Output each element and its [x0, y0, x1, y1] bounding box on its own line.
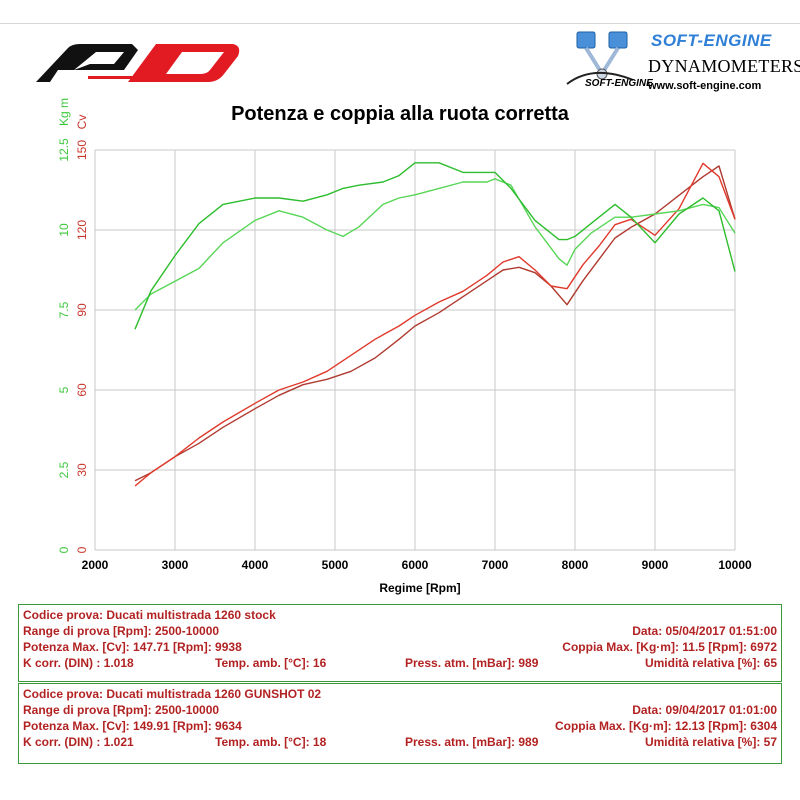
- dyno-chart: 2000 3000 4000 5000 6000 7000 8000 9000 10000 0 30…: [57, 98, 752, 595]
- y-axis-label-power: Cv: [75, 115, 89, 130]
- y-tick-label-power: 150: [75, 140, 89, 160]
- y-tick-label-torque: 5: [57, 386, 71, 393]
- power-curve-stock: [134, 165, 736, 482]
- x-axis-label: Regime [Rpm]: [379, 581, 460, 595]
- softengine-dynamometers: DYNAMOMETERS: [648, 56, 800, 76]
- test-code-line: Codice prova: Ducati multistrada 1260 st…: [23, 607, 777, 623]
- test-conditions-line: K corr. (DIN) : 1.018 Temp. amb. [°C]: 1…: [23, 655, 777, 671]
- test-info-stock: Codice prova: Ducati multistrada 1260 st…: [18, 604, 782, 682]
- softengine-website: www.soft-engine.com: [648, 80, 762, 92]
- test-date: Data: 05/04/2017 01:51:00: [632, 624, 777, 638]
- y-tick-label-torque: 7.5: [57, 301, 71, 318]
- test-power-max: Potenza Max. [Cv]: 149.91 [Rpm]: 9634: [23, 719, 242, 733]
- test-conditions-line: K corr. (DIN) : 1.021 Temp. amb. [°C]: 1…: [23, 734, 777, 750]
- test-range-line: Range di prova [Rpm]: 2500-10000 Data: 0…: [23, 623, 777, 639]
- test-power-max: Potenza Max. [Cv]: 147.71 [Rpm]: 9938: [23, 640, 242, 654]
- qd-exhaust-logo: [36, 44, 240, 82]
- test-code-line: Codice prova: Ducati multistrada 1260 GU…: [23, 686, 777, 702]
- test-torque-max: Coppia Max. [Kg·m]: 12.13 [Rpm]: 6304: [554, 719, 777, 733]
- x-tick-label: 8000: [562, 558, 589, 572]
- test-humidity: Umidità relativa [%]: 57: [644, 735, 777, 749]
- test-temperature: Temp. amb. [°C]: 18: [215, 735, 327, 749]
- softengine-logo: SOFT-ENGINE SOFT-ENGINE DYNAMOMETERS www…: [555, 28, 800, 98]
- test-code: Codice prova: Ducati multistrada 1260 st…: [23, 608, 276, 622]
- x-tick-label: 2000: [82, 558, 109, 572]
- top-divider: [0, 23, 800, 24]
- test-date: Data: 09/04/2017 01:01:00: [632, 703, 777, 717]
- test-kcorr: K corr. (DIN) : 1.021: [23, 735, 134, 749]
- x-tick-label: 5000: [322, 558, 349, 572]
- y-tick-label-power: 0: [75, 546, 89, 553]
- test-humidity: Umidità relativa [%]: 65: [644, 656, 777, 670]
- test-code: Codice prova: Ducati multistrada 1260 GU…: [23, 687, 322, 701]
- chart-title: Potenza e coppia alla ruota corretta: [231, 103, 569, 125]
- softengine-script: SOFT-ENGINE: [585, 78, 653, 89]
- test-info-gunshot: Codice prova: Ducati multistrada 1260 GU…: [18, 683, 782, 764]
- y-tick-label-power: 90: [75, 303, 89, 317]
- y-tick-label-power: 30: [75, 463, 89, 477]
- x-tick-label: 3000: [162, 558, 189, 572]
- softengine-brand: SOFT-ENGINE: [651, 31, 772, 50]
- test-range: Range di prova [Rpm]: 2500-10000: [23, 703, 220, 717]
- y-tick-label-torque: 12.5: [57, 138, 71, 162]
- y-tick-label-power: 60: [75, 383, 89, 397]
- test-max-line: Potenza Max. [Cv]: 147.71 [Rpm]: 9938 Co…: [23, 639, 777, 655]
- x-tick-label: 4000: [242, 558, 269, 572]
- test-max-line: Potenza Max. [Cv]: 149.91 [Rpm]: 9634 Co…: [23, 718, 777, 734]
- test-temperature: Temp. amb. [°C]: 16: [215, 656, 327, 670]
- y-tick-label-torque: 0: [57, 546, 71, 553]
- x-tick-label: 9000: [642, 558, 669, 572]
- x-tick-label: 6000: [402, 558, 429, 572]
- test-torque-max: Coppia Max. [Kg·m]: 11.5 [Rpm]: 6972: [562, 640, 777, 654]
- y-tick-label-power: 120: [75, 220, 89, 240]
- x-tick-label: 7000: [482, 558, 509, 572]
- test-range: Range di prova [Rpm]: 2500-10000: [23, 624, 220, 638]
- piston-icon: [566, 31, 634, 85]
- y-tick-label-torque: 2.5: [57, 461, 71, 478]
- y-axis-label-torque: Kg m: [57, 98, 71, 126]
- test-range-line: Range di prova [Rpm]: 2500-10000 Data: 0…: [23, 702, 777, 718]
- test-kcorr: K corr. (DIN) : 1.018: [23, 656, 134, 670]
- test-pressure: Press. atm. [mBar]: 989: [405, 735, 539, 749]
- test-pressure: Press. atm. [mBar]: 989: [405, 656, 539, 670]
- y-tick-label-torque: 10: [57, 223, 71, 237]
- torque-curve-stock: [134, 178, 736, 311]
- torque-curve-gunshot: [134, 162, 736, 330]
- x-tick-label: 10000: [718, 558, 752, 572]
- power-curve-gunshot: [134, 162, 736, 487]
